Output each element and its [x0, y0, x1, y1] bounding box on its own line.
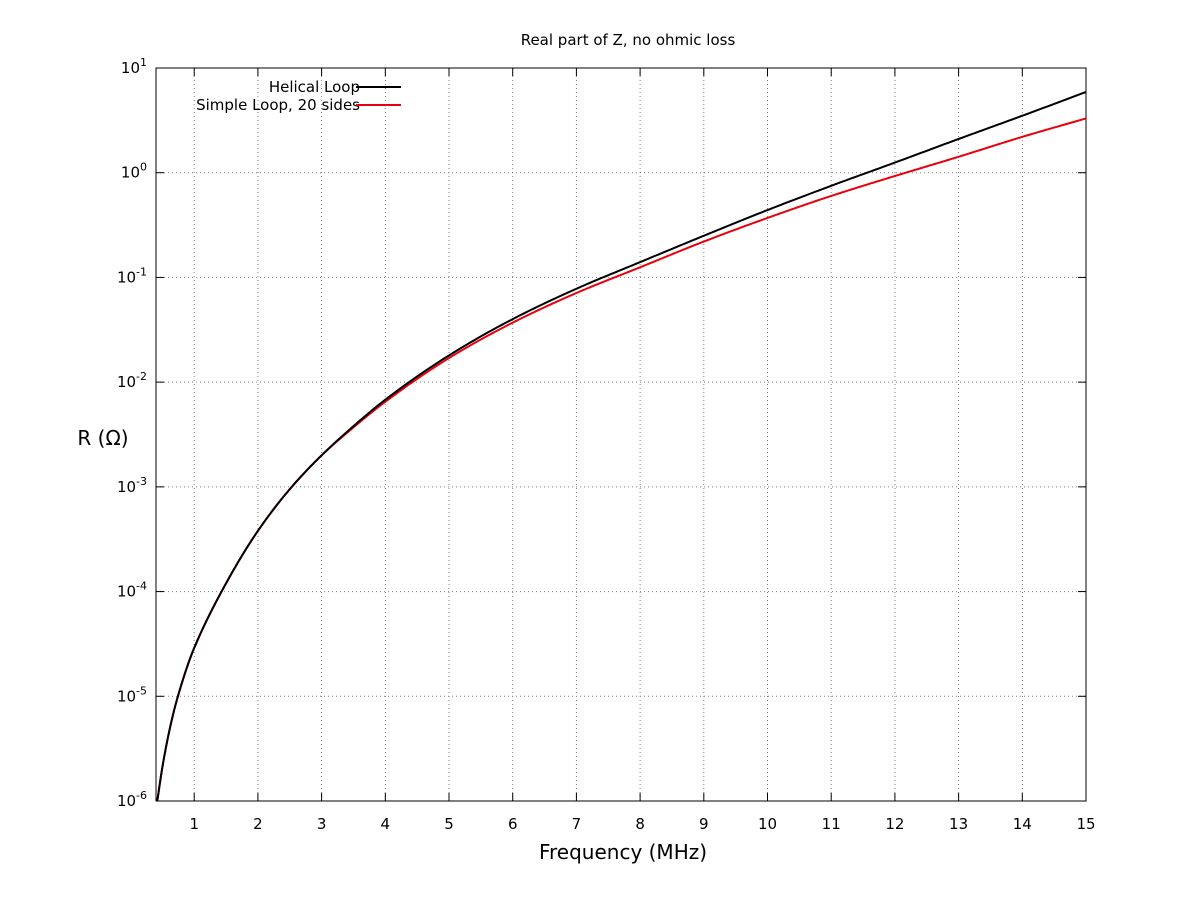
- x-tick-label: 5: [444, 815, 454, 833]
- chart-title: Real part of Z, no ohmic loss: [521, 31, 736, 49]
- x-axis-label: Frequency (MHz): [539, 840, 707, 864]
- series-lines: [156, 91, 1087, 802]
- x-tick-label: 7: [572, 815, 582, 833]
- x-tick-label: 12: [885, 815, 904, 833]
- x-tick-label: 2: [253, 815, 263, 833]
- x-tick-label: 13: [949, 815, 968, 833]
- y-tick-labels: 10-6 10-5 10-4 10-3 10-2 10-1 100 101: [117, 56, 147, 810]
- y-tick-label: 10-6: [117, 789, 147, 810]
- grid-lines: [156, 68, 1086, 801]
- legend-label-helical-loop: Helical Loop: [269, 78, 360, 96]
- x-tick-label: 15: [1076, 815, 1095, 833]
- y-tick-label: 10-1: [117, 265, 147, 286]
- x-tick-label: 10: [758, 815, 777, 833]
- x-tick-labels: 1 2 3 4 5 6 7 8 9 10 11 12 13 14 15: [189, 815, 1095, 833]
- y-tick-label: 100: [121, 161, 147, 182]
- plot-frame: [155, 67, 1087, 802]
- series-line-helical-loop: [156, 91, 1087, 802]
- x-tick-label: 3: [317, 815, 327, 833]
- x-tick-label: 11: [822, 815, 841, 833]
- x-tick-label: 9: [699, 815, 709, 833]
- x-tick-label: 4: [381, 815, 391, 833]
- x-tick-label: 6: [508, 815, 518, 833]
- legend-label-simple-loop-20-sides: Simple Loop, 20 sides: [196, 96, 360, 114]
- x-tick-label: 8: [635, 815, 645, 833]
- y-tick-label: 10-5: [117, 684, 147, 705]
- y-tick-label: 101: [121, 56, 147, 77]
- y-tick-label: 10-3: [117, 475, 147, 496]
- series-line-simple-loop-20-sides: [156, 117, 1087, 802]
- y-tick-label: 10-4: [117, 580, 147, 601]
- axis-ticks: [156, 67, 1087, 802]
- x-tick-label: 1: [189, 815, 199, 833]
- y-tick-label: 10-2: [117, 370, 147, 391]
- x-tick-label: 14: [1013, 815, 1032, 833]
- y-axis-label: R (Ω): [77, 426, 128, 450]
